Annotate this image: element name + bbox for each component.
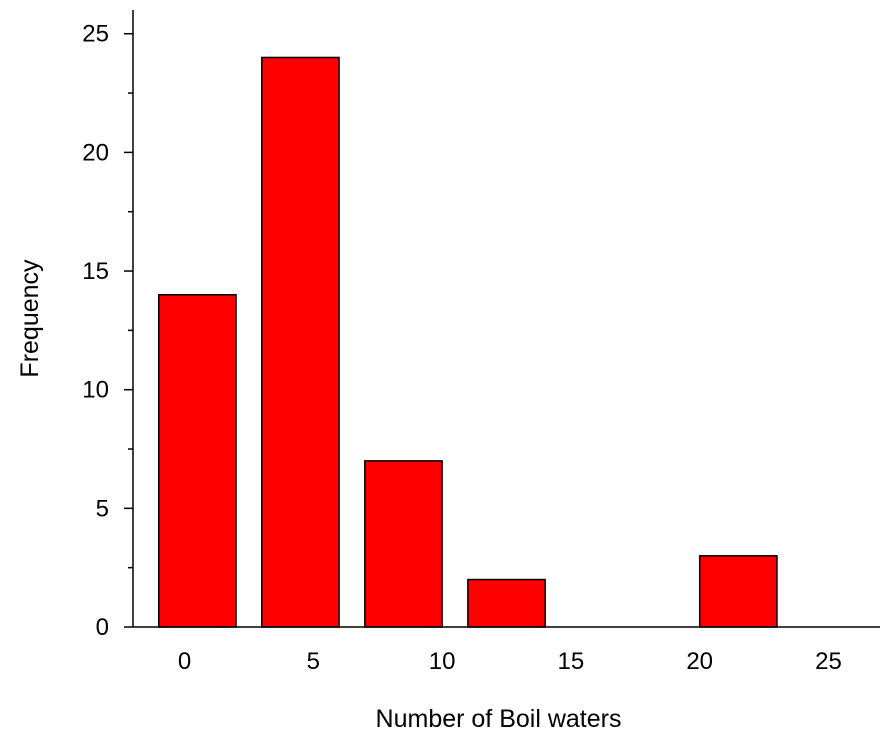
y-tick-label: 10 <box>82 377 109 404</box>
y-tick-label: 15 <box>82 258 109 285</box>
x-axis-ticks: 0 5 10 15 20 25 <box>178 648 842 675</box>
bar <box>158 294 237 628</box>
y-tick-label: 20 <box>82 139 109 166</box>
bar <box>467 578 546 628</box>
x-tick-label: 10 <box>429 648 456 675</box>
bar <box>364 460 443 628</box>
x-axis-title: Number of Boil waters <box>376 705 622 731</box>
x-tick-label: 20 <box>686 648 713 675</box>
y-tick-label: 0 <box>96 614 109 641</box>
x-tick-label: 25 <box>815 648 842 675</box>
bars-group <box>158 56 778 628</box>
y-axis-title: Frequency <box>16 259 44 378</box>
y-tick-label: 25 <box>82 21 109 48</box>
bar <box>261 56 340 628</box>
bar <box>698 555 778 628</box>
y-axis-ticks: 0 5 10 15 20 25 <box>82 21 133 641</box>
y-tick-label: 5 <box>96 495 109 522</box>
x-tick-label: 15 <box>558 648 585 675</box>
x-tick-label: 0 <box>178 648 191 675</box>
x-tick-label: 5 <box>307 648 320 675</box>
